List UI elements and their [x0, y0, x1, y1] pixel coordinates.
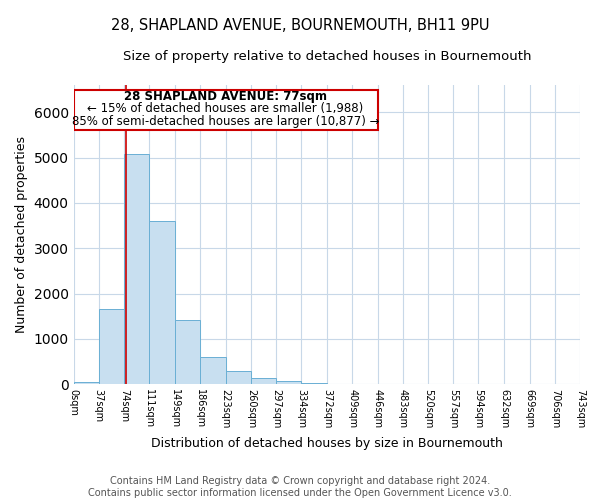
Bar: [124, 154, 149, 384]
Bar: [149, 221, 175, 384]
Text: 28, SHAPLAND AVENUE, BOURNEMOUTH, BH11 9PU: 28, SHAPLAND AVENUE, BOURNEMOUTH, BH11 9…: [111, 18, 489, 32]
Bar: [276, 381, 301, 384]
Title: Size of property relative to detached houses in Bournemouth: Size of property relative to detached ho…: [122, 50, 531, 63]
X-axis label: Distribution of detached houses by size in Bournemouth: Distribution of detached houses by size …: [151, 437, 503, 450]
Text: 28 SHAPLAND AVENUE: 77sqm: 28 SHAPLAND AVENUE: 77sqm: [124, 90, 327, 103]
Bar: [200, 356, 226, 384]
Text: ← 15% of detached houses are smaller (1,988): ← 15% of detached houses are smaller (1,…: [88, 102, 364, 116]
Text: Contains HM Land Registry data © Crown copyright and database right 2024.
Contai: Contains HM Land Registry data © Crown c…: [88, 476, 512, 498]
Bar: [175, 320, 200, 384]
Bar: [74, 90, 377, 130]
Y-axis label: Number of detached properties: Number of detached properties: [15, 136, 28, 333]
Bar: [74, 382, 99, 384]
Bar: [251, 378, 276, 384]
Text: 85% of semi-detached houses are larger (10,877) →: 85% of semi-detached houses are larger (…: [72, 114, 379, 128]
Bar: [226, 370, 251, 384]
Bar: [99, 310, 124, 384]
